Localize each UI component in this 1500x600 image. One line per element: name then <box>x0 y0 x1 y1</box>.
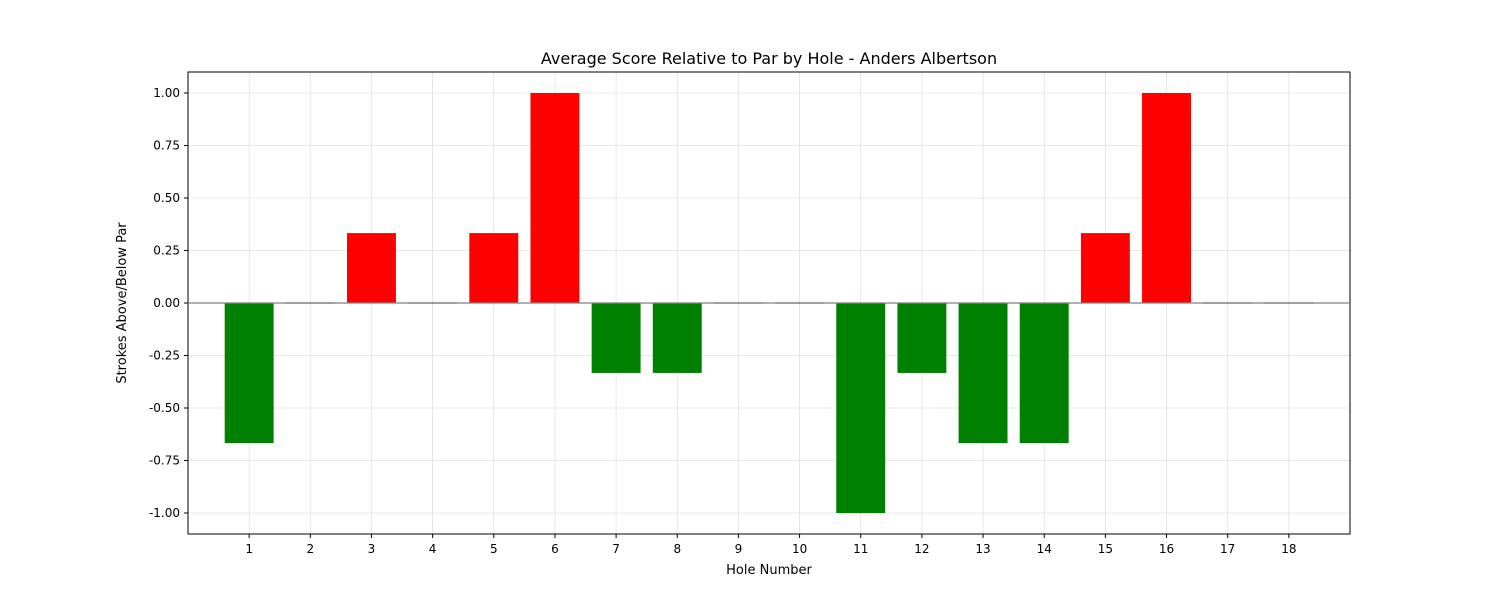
x-tick-label: 11 <box>853 542 868 556</box>
x-tick-label: 12 <box>914 542 929 556</box>
y-tick-label: 0.50 <box>153 191 180 205</box>
x-tick-label: 9 <box>735 542 743 556</box>
x-tick-label: 5 <box>490 542 498 556</box>
y-ticks: -1.00 -0.75 -0.50 -0.25 0.00 0.25 0.50 0.75 1.00 <box>149 86 188 520</box>
bar-hole-16 <box>1142 93 1191 303</box>
y-tick-label: -0.75 <box>149 454 180 468</box>
x-tick-label: 10 <box>792 542 807 556</box>
x-tick-label: 16 <box>1159 542 1174 556</box>
bar-hole-5 <box>469 233 519 303</box>
x-tick-label: 17 <box>1220 542 1235 556</box>
y-axis-label: Strokes Above/Below Par <box>115 222 130 384</box>
bar-hole-8 <box>652 303 702 373</box>
x-tick-label: 15 <box>1098 542 1113 556</box>
y-tick-label: 0.25 <box>153 244 180 258</box>
x-tick-label: 7 <box>612 542 620 556</box>
y-tick-label: -1.00 <box>149 506 180 520</box>
bar-hole-6 <box>530 93 580 303</box>
x-tick-label: 3 <box>368 542 376 556</box>
y-tick-label: -0.25 <box>149 349 180 363</box>
chart-title: Average Score Relative to Par by Hole - … <box>541 49 997 68</box>
x-tick-label: 14 <box>1037 542 1052 556</box>
x-tick-label: 1 <box>245 542 253 556</box>
bar-hole-15 <box>1080 233 1130 303</box>
bar-hole-14 <box>1019 303 1069 444</box>
x-tick-label: 4 <box>429 542 437 556</box>
x-tick-label: 13 <box>975 542 990 556</box>
bar-hole-7 <box>591 303 641 373</box>
x-tick-label: 2 <box>306 542 314 556</box>
x-axis-label: Hole Number <box>726 563 812 578</box>
y-tick-label: 0.00 <box>153 296 180 310</box>
bar-hole-13 <box>958 303 1008 444</box>
x-ticks: 1 2 3 4 5 6 7 8 9 10 11 12 13 14 15 16 17 18 <box>245 534 1296 556</box>
x-tick-label: 6 <box>551 542 559 556</box>
bars-layer <box>224 93 1314 513</box>
bar-hole-1 <box>224 303 274 444</box>
y-tick-label: -0.50 <box>149 401 180 415</box>
bar-hole-3 <box>347 233 396 303</box>
bar-hole-11 <box>836 303 886 513</box>
y-tick-label: 0.75 <box>153 139 180 153</box>
bar-hole-12 <box>897 303 947 373</box>
y-tick-label: 1.00 <box>153 86 180 100</box>
x-tick-label: 18 <box>1281 542 1296 556</box>
x-tick-label: 8 <box>673 542 681 556</box>
